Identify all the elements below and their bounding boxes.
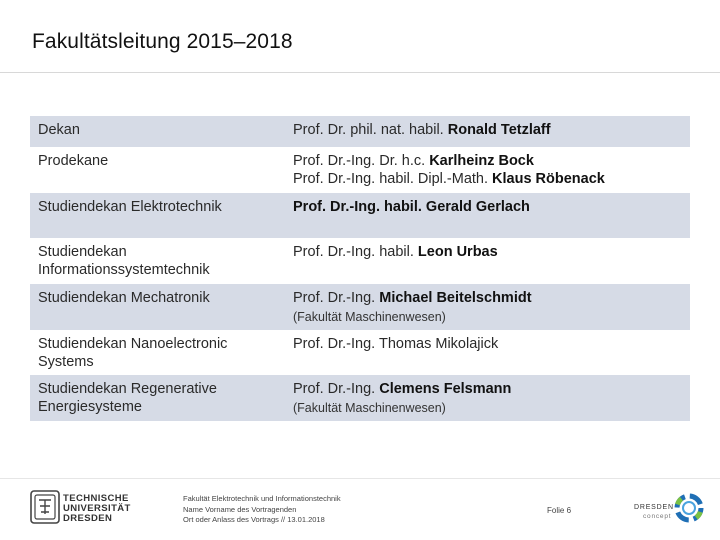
person-name: Ronald Tetzlaff xyxy=(447,122,551,138)
role-cell: Studiendekan Mechatronik xyxy=(30,284,285,330)
wordmark-line: concept xyxy=(643,513,672,520)
table-row: Studiendekan Informationssystemtechnik P… xyxy=(30,238,690,284)
footer-info: Fakultät Elektrotechnik und Informations… xyxy=(183,494,341,526)
footer-speaker: Name Vorname des Vortragenden xyxy=(183,504,297,514)
person-cell: Prof. Dr.-Ing. Thomas Mikolajick xyxy=(285,330,690,375)
role-cell: Studiendekan Nanoelectronic Systems xyxy=(38,336,228,370)
person-cell: Prof. Dr.-Ing. Michael Beitelschmidt (Fa… xyxy=(285,284,690,330)
person-title: Prof. Dr.-Ing. xyxy=(293,381,380,397)
slide-number: Folie 6 xyxy=(547,506,572,515)
person-name: Leon Urbas xyxy=(417,244,498,260)
person-title: Prof. Dr.-Ing. Dr. h.c. xyxy=(293,153,430,169)
person-title: Prof. Dr.-Ing. xyxy=(293,290,380,306)
person-cell: Prof. Dr.-Ing. Clemens Felsmann (Fakultä… xyxy=(285,375,690,421)
footer-occasion: Ort oder Anlass des Vortrags // 13.01.20… xyxy=(183,515,325,524)
faculty-note: (Fakultät Maschinenwesen) xyxy=(293,310,446,324)
table-row: Studiendekan Nanoelectronic Systems Prof… xyxy=(30,330,690,375)
person-cell: Prof. Dr. phil. nat. habil. Ronald Tetzl… xyxy=(285,116,690,147)
table-row: Studiendekan Regenerative Energiesysteme… xyxy=(30,375,690,421)
role-cell: Studiendekan Informationssystemtechnik xyxy=(38,244,210,278)
person-name: Michael Beitelschmidt xyxy=(379,290,532,306)
role-cell: Dekan xyxy=(30,116,285,147)
title-divider xyxy=(0,72,720,73)
person-cell: Prof. Dr.-Ing. habil. Leon Urbas xyxy=(285,238,690,284)
person-line: Prof. Dr.-Ing. habil. Dipl.-Math. Klaus … xyxy=(293,170,682,188)
tu-dresden-logo-icon xyxy=(30,490,60,524)
dresden-concept-ring-icon xyxy=(674,493,704,523)
footer-divider xyxy=(0,478,720,479)
person-title: Prof. Dr.-Ing. habil. xyxy=(293,244,418,260)
wordmark-line: DRESDEN xyxy=(634,504,674,511)
person-title: Prof. Dr.-Ing. habil. Dipl.-Math. xyxy=(293,171,493,187)
faculty-note: (Fakultät Maschinenwesen) xyxy=(293,401,446,415)
role-cell: Prodekane xyxy=(38,153,109,169)
wordmark-line: TECHNISCHE xyxy=(63,493,129,504)
person-line: Prof. Dr.-Ing. Dr. h.c. Karlheinz Bock xyxy=(293,152,682,170)
dresden-concept-wordmark: DRESDEN concept xyxy=(634,503,674,521)
table-row: Dekan Prof. Dr. phil. nat. habil. Ronald… xyxy=(30,116,690,147)
person-name: Prof. Dr.-Ing. habil. Gerald Gerlach xyxy=(293,199,530,215)
person-name: Karlheinz Bock xyxy=(429,153,534,169)
table-row: Prodekane Prof. Dr.-Ing. Dr. h.c. Karlhe… xyxy=(30,147,690,193)
person-name: Klaus Röbenack xyxy=(492,171,605,187)
person-cell: Prof. Dr.-Ing. habil. Gerald Gerlach xyxy=(285,193,690,238)
table-row: Studiendekan Elektrotechnik Prof. Dr.-In… xyxy=(30,193,690,238)
person-title: Prof. Dr.-Ing. Thomas Mikolajick xyxy=(293,336,499,352)
role-cell: Studiendekan Elektrotechnik xyxy=(30,193,285,238)
page-title: Fakultätsleitung 2015–2018 xyxy=(32,30,293,53)
person-name: Clemens Felsmann xyxy=(379,381,512,397)
person-cell: Prof. Dr.-Ing. Dr. h.c. Karlheinz Bock P… xyxy=(285,147,690,193)
wordmark-line: DRESDEN xyxy=(63,513,113,524)
role-cell: Studiendekan Regenerative Energiesysteme xyxy=(30,375,285,421)
person-title: Prof. Dr. phil. nat. habil. xyxy=(293,122,448,138)
leadership-table: Dekan Prof. Dr. phil. nat. habil. Ronald… xyxy=(30,116,690,421)
table-row: Studiendekan Mechatronik Prof. Dr.-Ing. … xyxy=(30,284,690,330)
footer-faculty: Fakultät Elektrotechnik und Informations… xyxy=(183,494,341,503)
wordmark-line: UNIVERSITÄT xyxy=(63,503,131,514)
tu-dresden-wordmark: TECHNISCHE UNIVERSITÄT DRESDEN xyxy=(63,494,131,524)
